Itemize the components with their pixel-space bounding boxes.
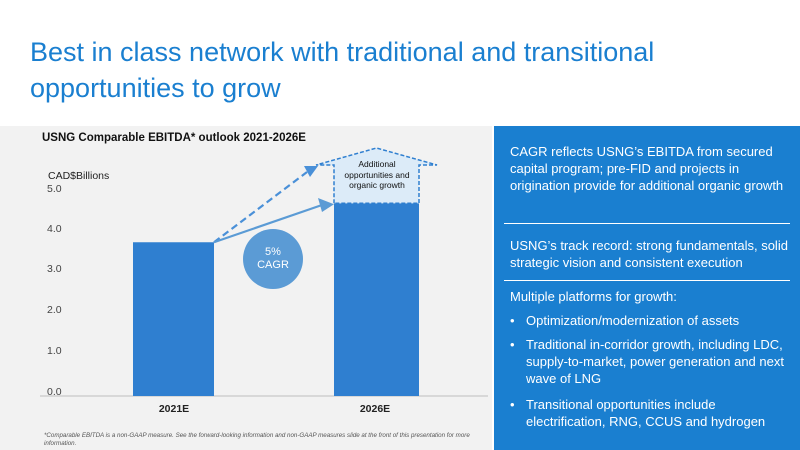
category-label-2021e: 2021E xyxy=(158,403,190,415)
y-tick-label: 1.0 xyxy=(47,345,62,357)
divider xyxy=(504,223,790,224)
secured-capital-text: CAGR reflects USNG’s EBITDA from secured… xyxy=(510,144,784,193)
y-tick-label: 3.0 xyxy=(47,263,62,275)
solid-growth-arrow xyxy=(213,203,323,244)
bar-2026e xyxy=(334,203,419,396)
track-record-text: USNG’s track record: strong fundamentals… xyxy=(510,238,788,270)
y-tick-label: 0.0 xyxy=(47,386,62,398)
bullet-item: Traditional in-corridor growth, includin… xyxy=(526,337,784,386)
platforms-heading: Multiple platforms for growth: xyxy=(510,289,677,304)
upside-annotation: Additional opportunities and organic gro… xyxy=(344,159,410,190)
bullet-marker: • xyxy=(510,337,515,352)
footnote: *Comparable EBITDA is a non-GAAP measure… xyxy=(44,432,470,447)
chart-title: USNG Comparable EBITDA* outlook 2021-202… xyxy=(42,132,306,144)
bullet-marker: • xyxy=(510,313,515,328)
unit-label: CAD$Billions xyxy=(48,170,110,182)
cagr-bubble xyxy=(243,229,303,289)
y-tick-label: 4.0 xyxy=(47,223,62,235)
cagr-word: CAGR xyxy=(257,259,289,271)
right-panel: CAGR reflects USNG’s EBITDA from secured… xyxy=(494,126,800,450)
slide-title: Best in class network with traditional a… xyxy=(30,37,655,103)
divider xyxy=(504,280,790,281)
category-label-2026e: 2026E xyxy=(359,403,391,415)
bar-2021e xyxy=(133,242,214,396)
cagr-label: 5% CAGR xyxy=(247,246,299,272)
bullet-item: Transitional opportunities include elect… xyxy=(526,397,766,429)
cagr-value: 5% xyxy=(265,246,281,258)
dashed-arrowhead xyxy=(304,166,318,177)
dashed-growth-arrow xyxy=(213,171,308,244)
bullet-marker: • xyxy=(510,397,515,412)
y-tick-label: 5.0 xyxy=(47,183,62,195)
solid-arrowhead xyxy=(318,198,334,212)
y-tick-label: 2.0 xyxy=(47,304,62,316)
bullet-item: Optimization/modernization of assets xyxy=(526,313,740,328)
upside-arrow-shape xyxy=(315,147,438,205)
